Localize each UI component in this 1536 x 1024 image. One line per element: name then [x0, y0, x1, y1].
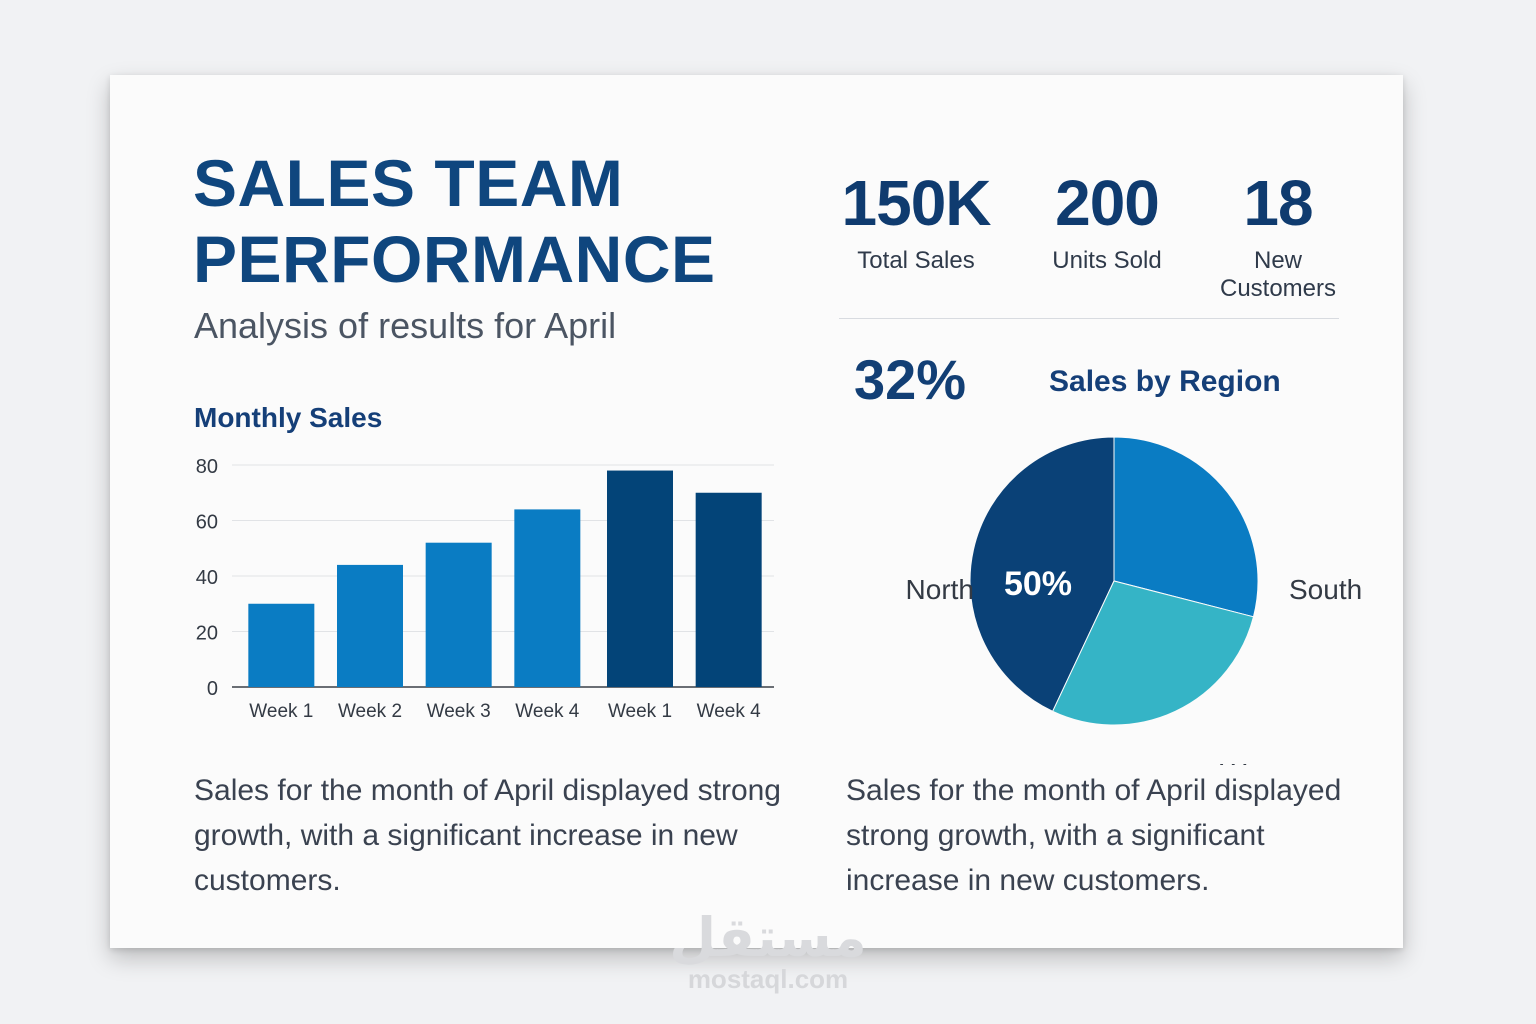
stat-label: Total Sales	[857, 247, 975, 274]
stat-units-sold: 200 Units Sold	[1007, 167, 1207, 275]
bar	[607, 470, 673, 687]
stat-label: New Customers	[1219, 247, 1337, 302]
pie-label-west: West	[1220, 758, 1283, 765]
pie-chart-title: Sales by Region	[1049, 365, 1281, 398]
watermark-url: mostaql.com	[687, 964, 849, 994]
x-tick-label: Week 1	[608, 701, 672, 722]
bar	[514, 509, 581, 687]
description-right: Sales for the month of April displayed s…	[846, 774, 1342, 897]
stat-value: 18	[1243, 167, 1313, 239]
stat-new-customers: 18 New Customers	[1178, 167, 1378, 303]
bar	[425, 542, 492, 687]
y-tick-label: 40	[196, 567, 218, 589]
stat-value: 150K	[841, 167, 992, 239]
watermark: مستقل mostaql.com	[0, 908, 1536, 995]
stat-label: Units Sold	[1052, 247, 1162, 274]
pie-data-label: 50%	[1004, 565, 1072, 603]
highlight-percentage: 32%	[854, 348, 967, 411]
description-left: Sales for the month of April displayed s…	[194, 774, 781, 897]
y-tick-label: 60	[196, 512, 218, 534]
stat-total-sales: 150K Total Sales	[816, 167, 1016, 275]
stat-value: 200	[1055, 167, 1160, 239]
monthly-sales-bar-chart: 0 20 40 60 80 Week 1 Week 2 Week 3 Week 4 Week 1 W…	[196, 456, 774, 722]
pie-slice-south	[1113, 436, 1259, 618]
y-tick-label: 0	[207, 678, 218, 700]
bar	[695, 492, 762, 687]
dashboard-card: SALES TEAM PERFORMANCE Analysis of resul…	[110, 75, 1403, 948]
pie-slice-west	[1052, 580, 1255, 726]
bar	[248, 603, 315, 687]
sales-by-region-pie-chart: North South West 50%	[906, 436, 1362, 765]
x-tick-label: Week 4	[515, 701, 580, 722]
y-tick-label: 20	[196, 623, 218, 645]
pie-label-south: South	[1289, 574, 1362, 605]
x-tick-label: Week 4	[697, 701, 762, 722]
bar-chart-title: Monthly Sales	[194, 402, 383, 433]
pie-slice-north	[969, 436, 1115, 712]
x-tick-label: Week 3	[427, 701, 491, 722]
y-tick-label: 80	[196, 456, 218, 478]
page-title: SALES TEAM PERFORMANCE	[193, 146, 716, 296]
page-subtitle: Analysis of results for April	[194, 305, 617, 346]
pie-label-north: North	[906, 574, 974, 605]
divider	[839, 318, 1339, 319]
bar	[337, 564, 403, 687]
x-tick-label: Week 1	[249, 701, 313, 722]
watermark-logo: مستقل	[669, 906, 867, 969]
x-tick-label: Week 2	[338, 701, 402, 722]
